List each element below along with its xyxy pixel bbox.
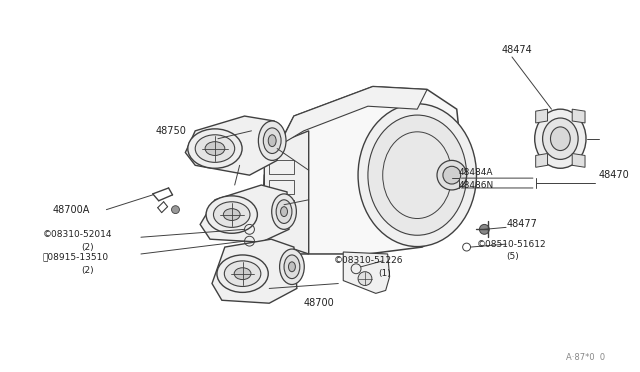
Text: (1): (1) [378,269,390,278]
Ellipse shape [276,200,292,224]
Text: ⓜ08915-13510: ⓜ08915-13510 [42,253,108,262]
Polygon shape [279,87,427,145]
Ellipse shape [284,255,300,279]
Polygon shape [186,116,277,175]
Ellipse shape [543,118,578,160]
Ellipse shape [534,109,586,168]
Ellipse shape [259,121,286,160]
Ellipse shape [214,202,250,227]
Ellipse shape [188,129,242,168]
Ellipse shape [206,196,257,233]
Ellipse shape [223,209,240,221]
Ellipse shape [263,128,281,154]
Polygon shape [343,252,390,294]
Text: ©08310-51226: ©08310-51226 [333,256,403,265]
Polygon shape [262,87,461,254]
Text: 48700A: 48700A [52,205,90,215]
Text: 48474: 48474 [501,45,532,55]
Text: (2): (2) [82,243,94,251]
Circle shape [479,224,490,234]
Polygon shape [536,109,548,123]
Ellipse shape [280,249,304,285]
Circle shape [358,272,372,285]
Polygon shape [572,109,585,123]
Ellipse shape [234,268,251,280]
Circle shape [172,206,179,214]
Text: 48470: 48470 [599,170,630,180]
Ellipse shape [205,142,225,155]
Text: 48486N: 48486N [459,180,494,189]
Ellipse shape [225,261,261,286]
Ellipse shape [289,262,296,272]
Polygon shape [264,131,308,254]
Ellipse shape [550,127,570,151]
Text: 48700: 48700 [304,298,335,308]
Text: (2): (2) [82,266,94,275]
Text: A·87*0  0: A·87*0 0 [566,353,605,362]
Polygon shape [212,239,297,303]
Polygon shape [200,185,289,242]
Text: 48477: 48477 [506,219,537,230]
Ellipse shape [437,160,467,190]
Polygon shape [536,154,548,167]
Ellipse shape [443,166,461,184]
Ellipse shape [217,255,268,292]
Text: (5): (5) [506,253,519,262]
Ellipse shape [268,135,276,147]
Ellipse shape [280,207,287,217]
Ellipse shape [195,135,235,162]
Ellipse shape [368,115,467,235]
Ellipse shape [272,194,296,230]
Ellipse shape [358,104,476,247]
Text: ©08510-51612: ©08510-51612 [476,240,546,248]
Text: 48750: 48750 [156,126,187,136]
Text: ©08310-52014: ©08310-52014 [42,230,112,239]
Polygon shape [572,154,585,167]
Text: 48484A: 48484A [459,168,493,177]
